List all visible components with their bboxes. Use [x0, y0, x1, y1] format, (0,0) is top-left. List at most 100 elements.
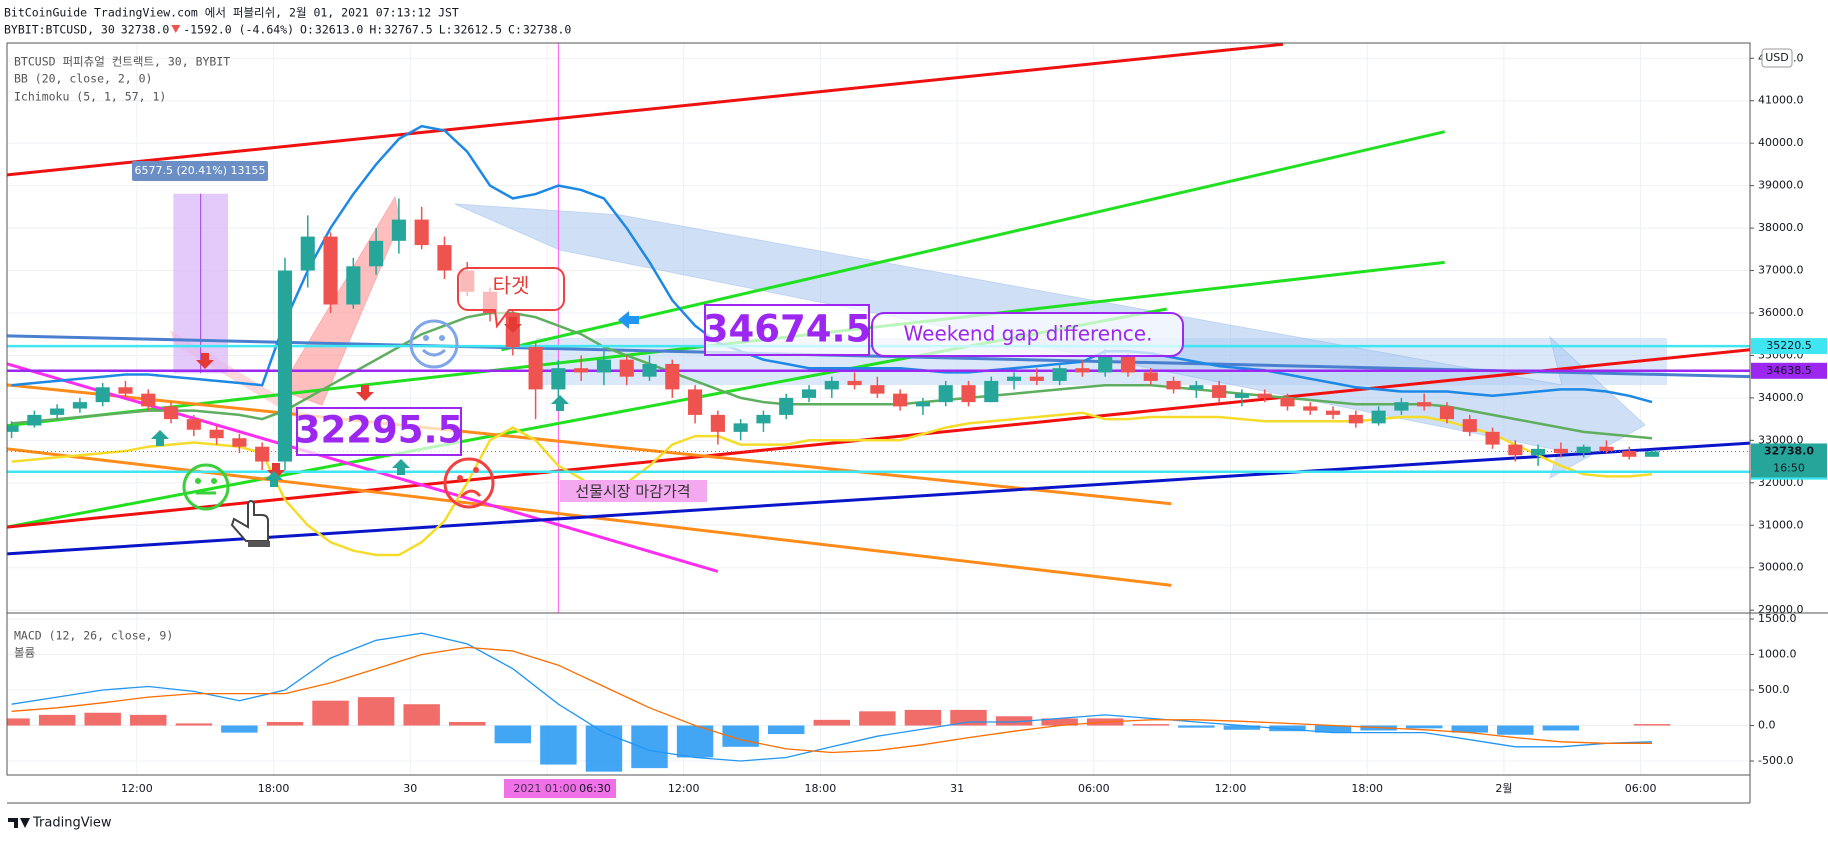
candle-body — [1120, 355, 1136, 373]
candle-body — [50, 408, 65, 415]
trendline — [7, 43, 1284, 177]
histogram-bar — [995, 716, 1033, 726]
price-label-bg — [1751, 362, 1827, 379]
target-label: 타겟 — [493, 274, 530, 298]
candle-body — [824, 380, 839, 390]
futures-close-label: 선물시장 마감가격 — [575, 483, 690, 501]
footer: TradingView — [32, 816, 112, 831]
gap-label: Weekend gap difference. — [904, 322, 1153, 346]
y-tick-label: 500.0 — [1758, 683, 1790, 696]
histogram-bar — [1223, 725, 1261, 730]
histogram-bar — [130, 714, 167, 726]
candle-body — [277, 270, 293, 462]
candle-body — [915, 402, 930, 407]
candle-body — [391, 219, 406, 241]
candle-body — [1029, 376, 1044, 381]
ohlc-value: 32612.5 — [454, 23, 502, 37]
candle-body — [619, 359, 634, 377]
histogram-bar — [38, 714, 76, 726]
candle-body — [551, 368, 566, 390]
target-callout — [457, 267, 565, 329]
candle-body — [1280, 397, 1295, 407]
ohlc-key: L: — [439, 23, 453, 37]
y-tick-label: 0.0 — [1758, 719, 1776, 732]
histogram-bar — [1405, 725, 1443, 729]
candle-body — [574, 368, 589, 373]
candle-body — [118, 387, 133, 394]
indicator-legend: Ichimoku (5, 1, 57, 1) — [14, 90, 166, 104]
macd-plot — [7, 632, 1671, 772]
price-label-bg — [1751, 338, 1827, 355]
candle-body — [1371, 410, 1386, 424]
candle-body — [1553, 448, 1568, 454]
candle-body — [72, 402, 87, 409]
x-tick-label: 06:00 — [1625, 782, 1657, 795]
smile-blue — [409, 319, 459, 369]
gap-box — [871, 312, 1184, 357]
histogram-bar — [767, 725, 805, 735]
candle-body — [1439, 406, 1455, 420]
measure-label-bg — [132, 161, 268, 181]
x-tick-label: 2월 — [1495, 782, 1512, 795]
candle-body — [665, 363, 680, 390]
trendline — [7, 383, 1172, 506]
measure-label: 6577.5 (20.41%) 13155 — [134, 164, 265, 177]
candle-body — [710, 414, 725, 432]
y-tick-label: 40000.0 — [1758, 136, 1804, 149]
ohlc-value: 32738.0 — [523, 23, 572, 37]
candle-body — [163, 406, 179, 420]
down-arrow — [267, 463, 285, 479]
histogram-bar — [312, 700, 349, 726]
candle-body — [938, 385, 953, 403]
histogram-bar — [540, 725, 577, 765]
candle-body — [186, 419, 201, 430]
y-tick-label: 38000.0 — [1758, 221, 1804, 234]
candle-body — [1644, 451, 1660, 457]
candle-body — [27, 414, 42, 426]
candle-body — [961, 385, 976, 403]
candle-body — [1394, 402, 1409, 411]
candle-body — [642, 363, 657, 377]
hand-pointer — [230, 499, 270, 547]
price-low-box — [296, 407, 462, 456]
candle-body — [1212, 385, 1227, 398]
histogram-bar — [357, 697, 395, 726]
axes: USD — [6, 42, 1828, 804]
candle-body — [1098, 355, 1113, 373]
candle-body — [893, 393, 908, 407]
candle-body — [1325, 410, 1341, 415]
histogram-bar — [1314, 725, 1352, 733]
candle-body — [1622, 450, 1637, 457]
y-tick-label: 39000.0 — [1758, 179, 1804, 192]
x-tick-label: 18:00 — [805, 782, 837, 795]
up-arrow — [151, 430, 169, 446]
y-tick-label: 34000.0 — [1758, 391, 1804, 404]
candle-body — [688, 389, 703, 415]
last-price-label: 32738.0 — [1764, 444, 1814, 457]
x-tick-label: 06:00 — [1078, 782, 1110, 795]
symbol: BYBIT:BTCUSD, 30 — [4, 23, 115, 37]
trendline — [7, 441, 1750, 556]
footer-logo — [8, 818, 30, 828]
candle-body — [1599, 446, 1614, 451]
y-tick-label: 1500.0 — [1758, 612, 1797, 625]
histogram-bar — [1497, 725, 1534, 735]
price-high-label: 34674.5 — [703, 308, 872, 351]
trendline — [7, 348, 1750, 529]
change-arrow — [171, 25, 181, 33]
histogram-bar — [813, 719, 851, 726]
candle-body — [300, 236, 315, 271]
candle-body — [847, 380, 862, 386]
candle-body — [801, 389, 817, 398]
candle-body — [1462, 419, 1477, 432]
sad-red — [443, 457, 495, 509]
trendline — [7, 362, 719, 573]
candle-body — [1348, 414, 1363, 424]
x-tick-label: 31 — [950, 782, 964, 795]
header-line2: BYBIT:BTCUSD, 30 32738.0 -1592.0 (-4.64%) O… — [4, 23, 571, 37]
candle-body — [1417, 402, 1432, 407]
candle-body — [1052, 368, 1067, 381]
down-arrow — [504, 317, 522, 333]
up-arrow — [265, 471, 283, 487]
